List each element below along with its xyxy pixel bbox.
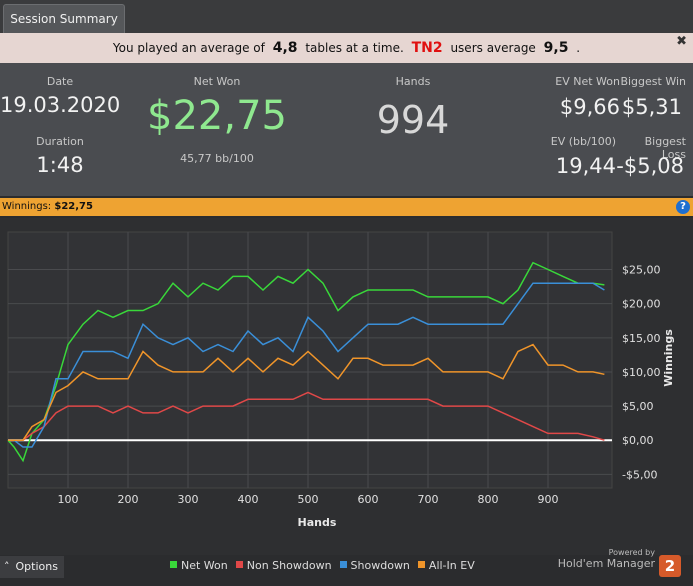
label: EV Net Won (555, 75, 620, 88)
label: Net Won (193, 75, 241, 88)
series-line (8, 282, 605, 448)
close-button[interactable]: ✖ (676, 34, 687, 49)
x-tick-label: 300 (178, 493, 199, 506)
y-tick-label: -$5,00 (622, 468, 657, 481)
text: You played an average of (112, 41, 265, 55)
legend-label: All-In EV (428, 559, 475, 572)
y-axis-title: Winnings (662, 329, 675, 387)
legend-label: Showdown (350, 559, 410, 572)
value: 19.03.2020 (0, 93, 121, 117)
x-tick-label: 100 (58, 493, 79, 506)
x-tick-label: 800 (478, 493, 499, 506)
legend-swatch (339, 561, 347, 568)
stats-panel: Date 19.03.2020 Duration 1:48 Net Won $2… (0, 63, 693, 196)
text: 4,8 (272, 40, 298, 56)
label: Hands (395, 75, 431, 88)
value: $22,75 (147, 93, 287, 139)
legend-swatch (417, 561, 425, 568)
banner: You played an average of 4,8 tables at a… (0, 33, 693, 63)
value: 994 (376, 98, 450, 142)
legend-item[interactable]: Non Showdown (235, 558, 332, 574)
text: Options (15, 560, 58, 573)
x-tick-label: 500 (298, 493, 319, 506)
sub-value: 45,77 bb/100 (180, 152, 254, 165)
text: Powered by (608, 548, 655, 557)
label: Duration (36, 135, 84, 148)
legend-label: Net Won (181, 559, 228, 572)
text: . (576, 41, 581, 55)
series-line (7, 261, 605, 463)
label: EV (bb/100) (550, 135, 616, 148)
value: 19,44 (555, 154, 616, 178)
legend-swatch (235, 561, 243, 568)
logo: 2 (659, 555, 681, 577)
y-tick-label: $0,00 (622, 434, 654, 447)
legend-swatch (170, 561, 177, 568)
value: 1:48 (36, 153, 84, 177)
banner-text: You played an average of 4,8 tables at a… (0, 33, 693, 63)
options-button[interactable]: ˄ Options (0, 556, 64, 578)
text: Hold'em Manager (557, 557, 655, 570)
y-tick-label: $15,00 (622, 332, 661, 345)
text: TN2 (411, 40, 443, 56)
series-line (8, 391, 605, 441)
value: $9,66 (559, 95, 620, 119)
y-tick-label: $10,00 (622, 366, 661, 379)
chart: Hands Winnings 100 200 300 400 500 600 700 800 9… (0, 218, 693, 555)
x-tick-label: 700 (418, 493, 439, 506)
label: Biggest Win (620, 75, 686, 88)
label: Winnings: (2, 201, 52, 212)
value: $22,75 (54, 201, 93, 212)
tab-bar: Session Summary (0, 0, 693, 33)
legend-item[interactable]: All-In EV (417, 558, 475, 574)
y-tick-label: $5,00 (622, 400, 654, 413)
value: -$5,08 (616, 154, 684, 178)
text: 9,5 (543, 40, 569, 56)
legend-label: Non Showdown (246, 559, 332, 572)
plot-area (7, 231, 613, 489)
text: users average (450, 41, 536, 55)
x-tick-label: 600 (358, 493, 379, 506)
x-tick-label: 200 (118, 493, 139, 506)
help-button[interactable]: ? (676, 200, 690, 214)
label: Date (46, 75, 74, 88)
tab[interactable]: Session Summary (3, 4, 125, 33)
x-tick-label: 900 (538, 493, 559, 506)
legend-item[interactable]: Showdown (339, 558, 410, 574)
x-axis-title: Hands (298, 516, 337, 529)
legend: Net Won Non Showdown Showdown All-In EV (170, 558, 483, 574)
winnings-bar: Winnings: $22,75 ? (0, 198, 693, 216)
text: tables at a time. (305, 41, 404, 55)
series-line (8, 343, 605, 441)
label: Biggest Loss (644, 135, 686, 161)
x-tick-label: 400 (238, 493, 259, 506)
y-tick-label: $20,00 (622, 298, 661, 311)
legend-item[interactable]: Net Won (170, 558, 228, 574)
value: $5,31 (621, 95, 682, 119)
y-tick-label: $25,00 (622, 264, 661, 277)
footer: ˄ Options Net Won Non Showdown Showdown All-… (0, 548, 693, 586)
brand: Powered by Hold'em Manager (558, 548, 655, 570)
